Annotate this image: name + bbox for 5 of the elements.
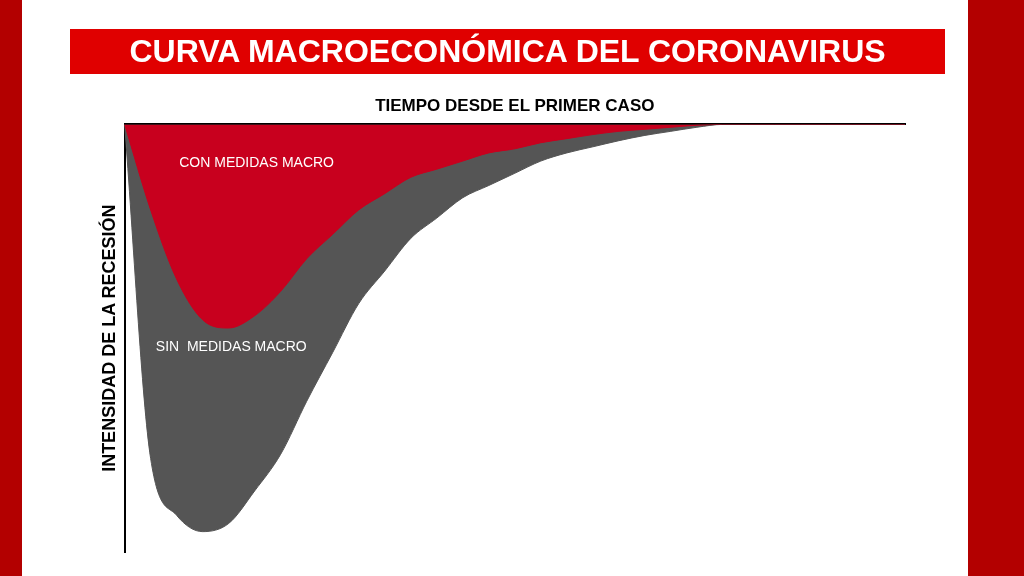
series-label: CON MEDIDAS MACRO (179, 153, 335, 170)
y-axis-title: INTENSIDAD DE LA RECESIÓN (97, 204, 119, 472)
series-label: SIN MEDIDAS MACRO (155, 337, 307, 354)
chart-title: CURVA MACROECONÓMICA DEL CORONAVIRUS (70, 29, 945, 74)
x-axis-title: TIEMPO DESDE EL PRIMER CASO (375, 95, 655, 115)
